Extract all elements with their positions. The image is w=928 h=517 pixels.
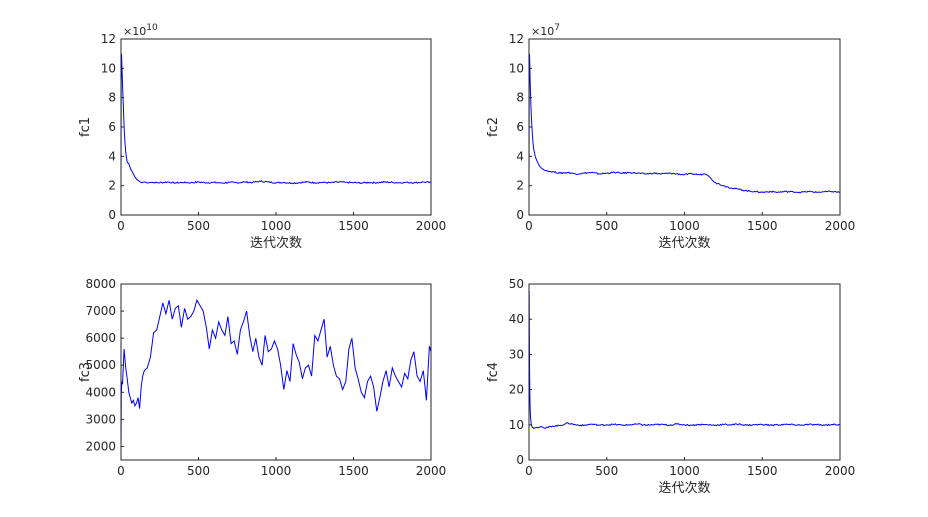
fc1-exponent-power: 10 xyxy=(146,23,158,33)
series-line xyxy=(528,290,841,429)
y-tick-label: 12 xyxy=(101,32,116,46)
fc2-exponent-label: ×107 xyxy=(531,23,560,38)
fc2-exponent-power: 7 xyxy=(554,23,560,33)
fc2-exponent-base: ×10 xyxy=(531,25,554,38)
fc2-axes-frame xyxy=(528,38,841,216)
y-tick-label: 4 xyxy=(516,149,524,163)
x-tick-label: 0 xyxy=(117,219,125,233)
subplot-fc4: 0 500 1000 1500 2000 0 10 20 30 40 50 fc4 迭代次数 xyxy=(486,277,855,496)
fc2-ticks: 0 500 1000 1500 2000 0 2 4 6 8 10 12 xyxy=(509,32,856,233)
y-tick-label: 10 xyxy=(509,418,524,432)
x-tick-label: 1000 xyxy=(669,464,700,478)
y-tick-label: 8 xyxy=(108,91,116,105)
fc4-ticks: 0 500 1000 1500 2000 0 10 20 30 40 50 xyxy=(509,277,856,478)
y-tick-label: 30 xyxy=(509,347,524,361)
series-line xyxy=(528,53,840,201)
y-tick-label: 7000 xyxy=(85,304,116,318)
x-tick-label: 500 xyxy=(187,464,210,478)
x-tick-label: 2000 xyxy=(416,464,447,478)
y-tick-label: 20 xyxy=(509,383,524,397)
y-tick-label: 2000 xyxy=(85,439,116,453)
y-tick-label: 8000 xyxy=(85,277,116,291)
x-tick-label: 0 xyxy=(525,464,533,478)
fc1-y-axis-label: fc1 xyxy=(78,117,93,137)
x-tick-label: 500 xyxy=(187,219,210,233)
fc3-y-axis-label: fc3 xyxy=(78,362,93,382)
x-tick-label: 0 xyxy=(117,464,125,478)
fc2-series-layer xyxy=(528,53,840,201)
fc2-y-axis-label: fc2 xyxy=(486,117,501,137)
fc1-x-axis-label: 迭代次数 xyxy=(250,235,302,251)
x-tick-label: 1500 xyxy=(338,464,369,478)
y-tick-label: 3000 xyxy=(85,412,116,426)
x-tick-label: 1000 xyxy=(669,219,700,233)
y-tick-label: 8 xyxy=(516,91,524,105)
fc1-exponent-label: ×1010 xyxy=(123,23,158,38)
fc2-x-axis-label: 迭代次数 xyxy=(658,235,710,251)
series-line xyxy=(120,53,432,186)
fc4-series-layer xyxy=(528,290,841,429)
series-line xyxy=(120,298,432,458)
y-tick-label: 10 xyxy=(509,61,524,75)
y-tick-label: 2 xyxy=(516,179,524,193)
fc3-ticks: 0 500 1000 1500 2000 2000 3000 4000 5000 6000 7000… xyxy=(85,277,446,478)
x-tick-label: 1000 xyxy=(261,464,292,478)
y-tick-label: 2 xyxy=(108,179,116,193)
y-tick-label: 5000 xyxy=(85,358,116,372)
x-tick-label: 2000 xyxy=(825,464,856,478)
y-tick-label: 6 xyxy=(108,120,116,134)
x-tick-label: 500 xyxy=(595,219,618,233)
y-tick-label: 50 xyxy=(509,277,524,291)
fc1-axes-frame xyxy=(120,38,432,216)
subplot-fc2: 0 500 1000 1500 2000 0 2 4 6 8 10 12 fc2 迭代次数 ×107 xyxy=(486,23,855,251)
fc1-series-layer xyxy=(120,53,432,186)
x-tick-label: 2000 xyxy=(825,219,856,233)
y-tick-label: 12 xyxy=(509,32,524,46)
y-tick-label: 6000 xyxy=(85,331,116,345)
y-tick-label: 0 xyxy=(108,208,116,222)
x-tick-label: 1000 xyxy=(261,219,292,233)
y-tick-label: 0 xyxy=(516,208,524,222)
fc3-axes-frame xyxy=(120,283,432,461)
x-tick-label: 1500 xyxy=(747,464,778,478)
y-tick-label: 6 xyxy=(516,120,524,134)
y-tick-label: 0 xyxy=(516,453,524,467)
y-tick-label: 40 xyxy=(509,312,524,326)
fc3-series-layer xyxy=(120,298,432,458)
fc4-x-axis-label: 迭代次数 xyxy=(658,480,710,496)
y-tick-label: 4000 xyxy=(85,385,116,399)
x-tick-label: 1500 xyxy=(338,219,369,233)
x-tick-label: 1500 xyxy=(747,219,778,233)
fc4-y-axis-label: fc4 xyxy=(486,362,501,382)
fc1-ticks: 0 500 1000 1500 2000 0 2 4 6 8 10 12 xyxy=(101,32,447,233)
fc4-axes-frame xyxy=(528,283,841,461)
x-tick-label: 500 xyxy=(595,464,618,478)
x-tick-label: 2000 xyxy=(416,219,447,233)
y-tick-label: 4 xyxy=(108,149,116,163)
fc1-exponent-base: ×10 xyxy=(123,25,146,38)
x-tick-label: 0 xyxy=(525,219,533,233)
subplot-fc3: 0 500 1000 1500 2000 2000 3000 4000 5000 6000 7000… xyxy=(78,277,446,478)
y-tick-label: 10 xyxy=(101,61,116,75)
